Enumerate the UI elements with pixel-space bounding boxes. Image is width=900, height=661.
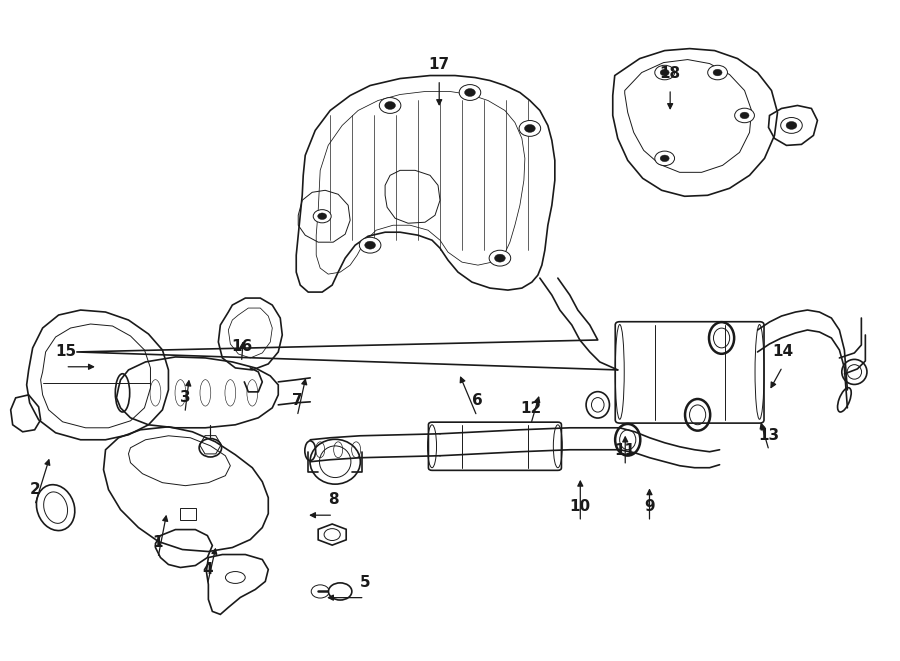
Circle shape <box>740 112 749 119</box>
Text: 8: 8 <box>328 492 338 507</box>
Text: 10: 10 <box>570 499 591 514</box>
Text: 16: 16 <box>231 339 252 354</box>
Text: 11: 11 <box>615 443 635 458</box>
Text: 1: 1 <box>153 535 163 550</box>
Circle shape <box>494 254 505 262</box>
Text: 12: 12 <box>520 401 542 416</box>
Circle shape <box>713 69 722 76</box>
Text: 5: 5 <box>359 574 370 590</box>
Circle shape <box>379 98 400 114</box>
Circle shape <box>780 118 802 134</box>
Circle shape <box>384 102 395 110</box>
Text: 14: 14 <box>772 344 793 359</box>
Text: 9: 9 <box>644 499 655 514</box>
Circle shape <box>318 213 327 219</box>
Circle shape <box>519 120 541 136</box>
Circle shape <box>655 151 675 166</box>
Text: 3: 3 <box>180 390 190 405</box>
Text: 7: 7 <box>292 393 302 408</box>
Circle shape <box>464 89 475 97</box>
Circle shape <box>489 251 510 266</box>
Circle shape <box>786 122 796 130</box>
Text: 17: 17 <box>428 57 450 72</box>
Text: 6: 6 <box>472 393 482 408</box>
Circle shape <box>707 65 727 80</box>
Circle shape <box>359 237 381 253</box>
Circle shape <box>525 124 535 132</box>
Circle shape <box>661 69 670 76</box>
Circle shape <box>313 210 331 223</box>
Text: 2: 2 <box>30 483 40 497</box>
Text: 4: 4 <box>202 562 212 576</box>
Circle shape <box>661 155 670 162</box>
Circle shape <box>655 65 675 80</box>
Circle shape <box>459 85 481 100</box>
Circle shape <box>328 583 352 600</box>
Polygon shape <box>319 524 346 545</box>
Circle shape <box>734 108 754 123</box>
Text: 13: 13 <box>759 428 779 443</box>
Circle shape <box>364 241 375 249</box>
Text: 15: 15 <box>55 344 76 359</box>
Text: 18: 18 <box>660 66 680 81</box>
